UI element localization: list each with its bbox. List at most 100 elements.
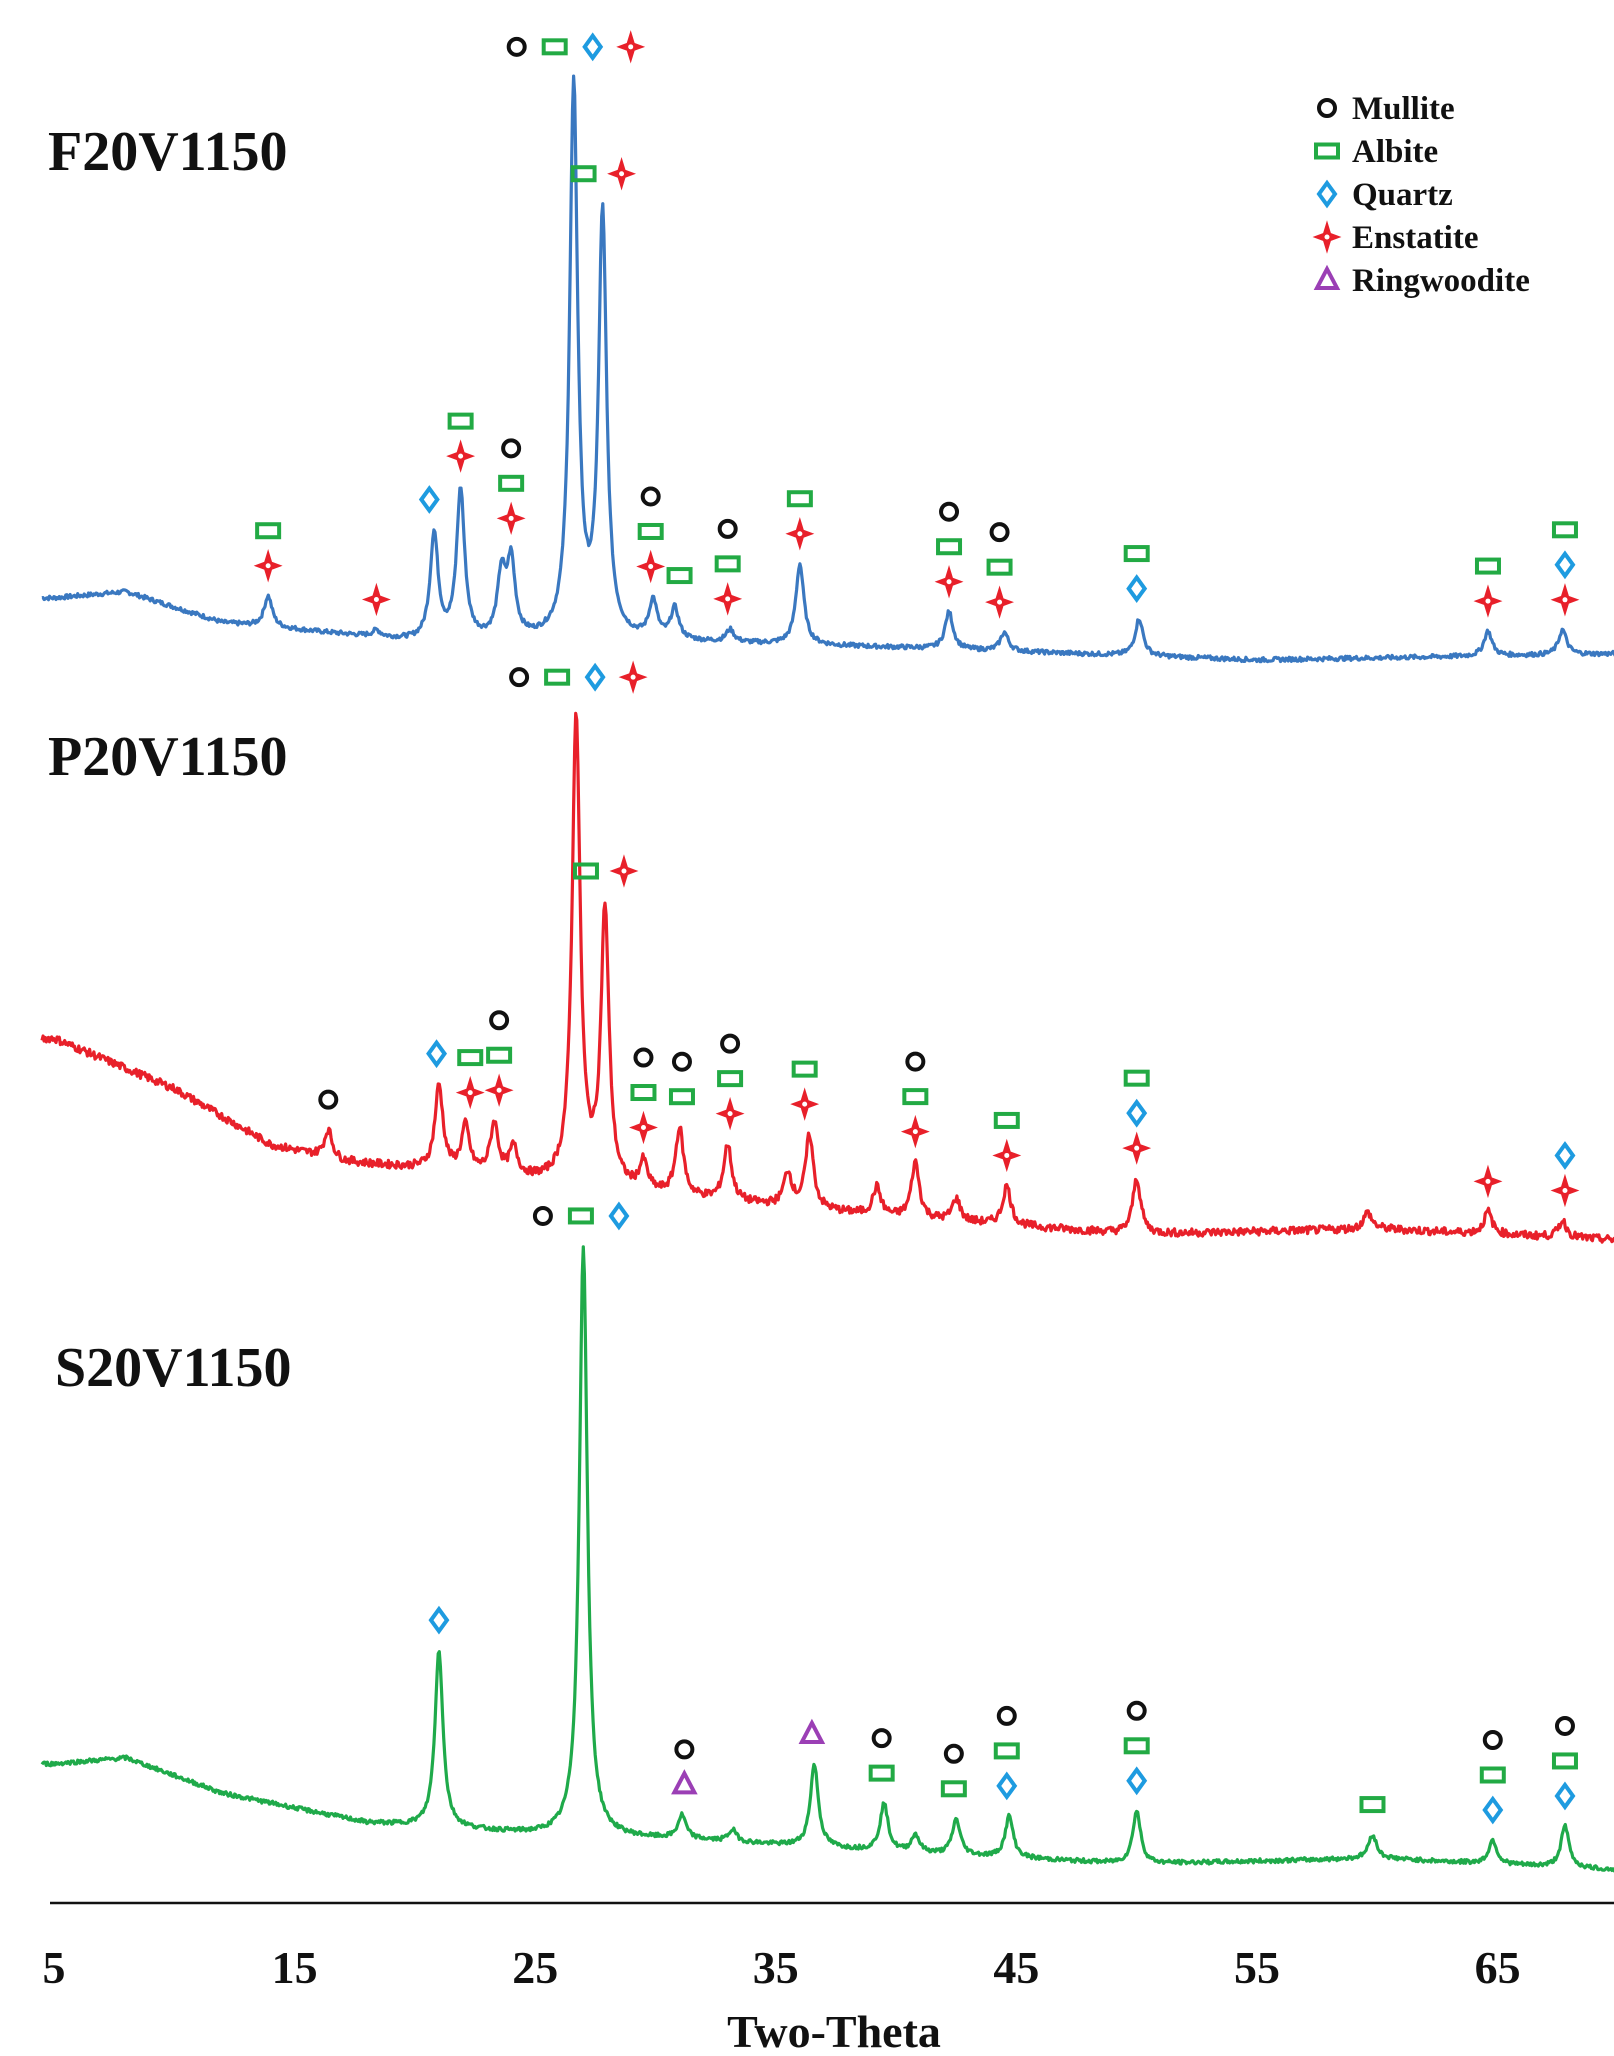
phase-marker-p20v1150-12-quartz <box>1126 1098 1148 1128</box>
legend-symbol-mullite <box>1317 98 1337 118</box>
albite-marker-icon <box>1314 142 1340 160</box>
phase-marker-f20v1150-12-mullite <box>989 522 1010 543</box>
phase-marker-f20v1150-1-enstatite <box>607 157 637 191</box>
phase-marker-s20v1150-6-mullite <box>996 1705 1017 1726</box>
phase-marker-f20v1150-10-enstatite <box>785 517 815 551</box>
phase-marker-p20v1150-9-albite <box>791 1060 818 1078</box>
legend-item-enstatite: Enstatite <box>1312 220 1479 256</box>
phase-marker-s20v1150-5-mullite <box>943 1743 964 1764</box>
series-line-p20v1150 <box>40 711 1614 1244</box>
legend-label-enstatite: Enstatite <box>1352 220 1479 256</box>
phase-marker-p20v1150-0-mullite <box>509 667 530 688</box>
phase-marker-p20v1150-5-enstatite <box>484 1073 514 1107</box>
phase-marker-f20v1150-0-albite <box>541 38 568 56</box>
phase-marker-f20v1150-7-enstatite <box>636 549 666 584</box>
phase-marker-f20v1150-5-albite <box>255 522 282 540</box>
phase-marker-p20v1150-10-mullite <box>905 1051 926 1072</box>
phase-marker-f20v1150-1-albite <box>570 165 597 183</box>
phase-marker-f20v1150-0-mullite <box>506 36 527 57</box>
phase-marker-f20v1150-15-albite <box>1551 521 1578 539</box>
phase-marker-p20v1150-1-enstatite <box>609 854 639 888</box>
legend-label-albite: Albite <box>1352 134 1438 170</box>
legend-symbol-quartz <box>1316 179 1338 209</box>
legend-symbol-ringwoodite <box>1313 264 1341 290</box>
legend-label-quartz: Quartz <box>1352 177 1453 213</box>
phase-marker-f20v1150-4-quartz <box>418 485 440 514</box>
phase-marker-s20v1150-4-albite <box>868 1764 895 1782</box>
x-tick-label-5: 5 <box>43 1942 66 1993</box>
phase-marker-s20v1150-7-mullite <box>1126 1700 1147 1721</box>
phase-marker-s20v1150-7-albite <box>1123 1737 1150 1755</box>
phase-marker-p20v1150-6-mullite <box>633 1047 654 1068</box>
quartz-marker-icon <box>1316 179 1338 209</box>
sample-labels: F20V1150 P20V1150 S20V1150 <box>48 121 292 1399</box>
phase-marker-p20v1150-7-mullite <box>671 1051 692 1072</box>
mullite-marker-icon <box>1317 98 1337 118</box>
phase-marker-f20v1150-15-enstatite <box>1550 583 1580 617</box>
sample-label-f20v1150: F20V1150 <box>48 121 288 183</box>
phase-marker-s20v1150-9-mullite <box>1482 1729 1503 1750</box>
phase-marker-s20v1150-9-albite <box>1479 1766 1506 1784</box>
phase-marker-s20v1150-2-mullite <box>674 1739 695 1760</box>
phase-marker-f20v1150-14-albite <box>1474 557 1501 575</box>
phase-marker-p20v1150-7-albite <box>668 1088 695 1106</box>
phase-marker-p20v1150-12-enstatite <box>1122 1131 1152 1165</box>
phase-marker-f20v1150-3-albite <box>498 474 525 492</box>
phase-marker-p20v1150-0-quartz <box>584 662 606 692</box>
phase-marker-f20v1150-7-albite <box>637 522 664 540</box>
x-tick-label-55: 55 <box>1234 1942 1280 1993</box>
phase-marker-p20v1150-8-albite <box>717 1070 744 1088</box>
x-tick-label-65: 65 <box>1475 1942 1521 1993</box>
phase-marker-s20v1150-1-quartz <box>428 1605 450 1635</box>
phase-marker-s20v1150-10-albite <box>1551 1752 1578 1770</box>
phase-marker-f20v1150-8-albite <box>666 567 693 585</box>
phase-marker-p20v1150-4-enstatite <box>455 1075 485 1110</box>
phase-marker-s20v1150-3-ringwoodite <box>798 1718 826 1744</box>
phase-marker-s20v1150-2-ringwoodite <box>671 1769 698 1795</box>
legend-item-mullite: Mullite <box>1317 91 1455 127</box>
phase-marker-s20v1150-6-quartz <box>996 1771 1018 1801</box>
legend-symbol-enstatite <box>1312 220 1342 254</box>
phase-marker-s20v1150-10-mullite <box>1554 1715 1575 1736</box>
phase-marker-s20v1150-0-quartz <box>608 1201 630 1231</box>
series-line-f20v1150 <box>41 74 1614 664</box>
phase-marker-s20v1150-4-mullite <box>871 1728 892 1749</box>
phase-marker-f20v1150-10-albite <box>786 490 813 508</box>
phase-marker-p20v1150-8-enstatite <box>715 1096 745 1131</box>
phase-marker-f20v1150-13-quartz <box>1126 574 1148 603</box>
phase-marker-f20v1150-0-quartz <box>582 32 604 62</box>
legend: Mullite Albite Quartz Enstatite Ringwood… <box>1312 91 1530 299</box>
phase-marker-f20v1150-2-albite <box>447 412 474 430</box>
phase-marker-f20v1150-11-albite <box>936 538 963 556</box>
phase-marker-f20v1150-2-enstatite <box>446 439 476 473</box>
phase-marker-s20v1150-6-albite <box>993 1742 1020 1760</box>
legend-symbol-albite <box>1314 142 1340 160</box>
phase-marker-p20v1150-2-mullite <box>318 1089 339 1110</box>
phase-marker-p20v1150-12-albite <box>1123 1069 1150 1087</box>
ringwoodite-marker-icon <box>1313 264 1341 290</box>
sample-label-s20v1150: S20V1150 <box>55 1337 292 1399</box>
phase-marker-f20v1150-3-mullite <box>501 438 522 459</box>
phase-marker-p20v1150-1-albite <box>572 862 599 880</box>
phase-marker-f20v1150-15-quartz <box>1554 550 1576 580</box>
phase-marker-f20v1150-9-albite <box>714 555 741 573</box>
phase-marker-p20v1150-9-enstatite <box>790 1087 820 1121</box>
phase-marker-p20v1150-5-albite <box>486 1046 513 1064</box>
phase-marker-f20v1150-11-enstatite <box>934 565 964 599</box>
phase-marker-p20v1150-10-enstatite <box>900 1114 930 1149</box>
phase-marker-f20v1150-9-mullite <box>717 518 738 539</box>
legend-item-ringwoodite: Ringwoodite <box>1313 263 1530 299</box>
phase-marker-s20v1150-10-quartz <box>1554 1781 1576 1811</box>
legend-label-ringwoodite: Ringwoodite <box>1352 263 1530 299</box>
phase-marker-p20v1150-14-enstatite <box>1550 1173 1580 1208</box>
phase-marker-s20v1150-5-albite <box>940 1780 967 1798</box>
phase-marker-p20v1150-11-albite <box>993 1111 1020 1129</box>
phase-marker-p20v1150-5-mullite <box>489 1010 510 1031</box>
legend-label-mullite: Mullite <box>1352 91 1455 127</box>
phase-marker-p20v1150-6-albite <box>630 1084 657 1102</box>
phase-marker-p20v1150-8-mullite <box>720 1033 741 1054</box>
x-axis-title: Two-Theta <box>727 2006 941 2056</box>
phase-marker-f20v1150-12-albite <box>986 558 1013 576</box>
